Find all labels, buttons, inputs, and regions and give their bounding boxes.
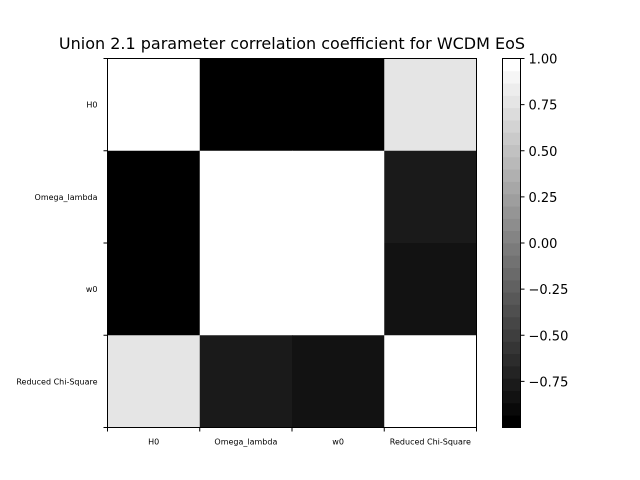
- x-tick-label: H0: [148, 438, 159, 447]
- colorbar-segment: [502, 169, 521, 182]
- colorbar-segment: [502, 390, 521, 404]
- colorbar-segment: [502, 292, 521, 305]
- chart-title: Union 2.1 parameter correlation coeffici…: [59, 34, 525, 53]
- colorbar-segment: [502, 304, 521, 318]
- colorbar-segment: [502, 206, 521, 219]
- heatmap-cell: [107, 243, 201, 336]
- y-tick-label: Reduced Chi-Square: [16, 377, 97, 386]
- colorbar-tick-label: 0.50: [529, 145, 558, 160]
- colorbar-segment: [502, 95, 521, 109]
- heatmap-cells: [107, 58, 477, 428]
- colorbar-tick-label: −0.50: [529, 329, 569, 344]
- colorbar-segment: [502, 415, 521, 428]
- heatmap-cell: [384, 335, 477, 428]
- colorbar-segment: [502, 353, 521, 367]
- heatmap-cell: [292, 58, 385, 152]
- heatmap-cell: [199, 335, 293, 428]
- colorbar-segment: [502, 267, 521, 281]
- colorbar-tick-label: −0.25: [529, 283, 569, 298]
- heatmap-cell: [199, 150, 293, 244]
- colorbar-segment: [502, 366, 521, 379]
- colorbar-segment: [502, 120, 521, 133]
- x-axis: H0 Omega_lambda w0 Reduced Chi-Square: [107, 427, 477, 447]
- heatmap-cell: [107, 58, 201, 152]
- colorbar-segment: [502, 83, 521, 96]
- y-axis: H0 Omega_lambda w0 Reduced Chi-Square: [16, 58, 108, 428]
- x-tick-label: Reduced Chi-Square: [390, 438, 471, 447]
- colorbar-segment: [502, 193, 521, 207]
- colorbar-segment: [502, 58, 521, 72]
- colorbar-segment: [502, 378, 521, 391]
- heatmap-cell: [292, 150, 385, 244]
- colorbar: 1.00 0.75 0.50 0.25 0.00 −0.25 −0.50 −0.75: [502, 53, 569, 428]
- heatmap-cell: [199, 243, 293, 336]
- colorbar-segment: [502, 243, 521, 256]
- heatmap-cell: [292, 243, 385, 336]
- colorbar-segment: [502, 279, 521, 293]
- colorbar-segment: [502, 316, 521, 330]
- colorbar-segment: [502, 156, 521, 170]
- y-tick-label: Omega_lambda: [35, 193, 98, 202]
- colorbar-segment: [502, 341, 521, 355]
- colorbar-tick-label: 1.00: [529, 53, 558, 68]
- heatmap-cell: [384, 243, 477, 336]
- colorbar-segment: [502, 218, 521, 232]
- heatmap-cell: [107, 150, 201, 244]
- colorbar-segment: [502, 107, 521, 121]
- colorbar-tick-label: 0.75: [529, 99, 558, 114]
- colorbar-segment: [502, 70, 521, 84]
- colorbar-segment: [502, 230, 521, 244]
- colorbar-segment: [502, 144, 521, 158]
- x-tick-label: w0: [332, 438, 344, 447]
- colorbar-tick-label: 0.00: [529, 237, 558, 252]
- heatmap-cell: [292, 335, 385, 428]
- colorbar-tick-label: −0.75: [529, 375, 569, 390]
- colorbar-segment: [502, 132, 521, 145]
- colorbar-segment: [502, 329, 521, 342]
- colorbar-tick-label: 0.25: [529, 191, 558, 206]
- y-tick-label: w0: [86, 285, 98, 294]
- colorbar-segment: [502, 255, 521, 268]
- heatmap-cell: [384, 58, 477, 152]
- heatmap-cell: [384, 150, 477, 244]
- x-tick-label: Omega_lambda: [214, 438, 277, 447]
- colorbar-segment: [502, 402, 521, 416]
- heatmap-cell: [199, 58, 293, 152]
- colorbar-segment: [502, 181, 521, 195]
- heatmap-cell: [107, 335, 201, 428]
- y-tick-label: H0: [86, 101, 97, 110]
